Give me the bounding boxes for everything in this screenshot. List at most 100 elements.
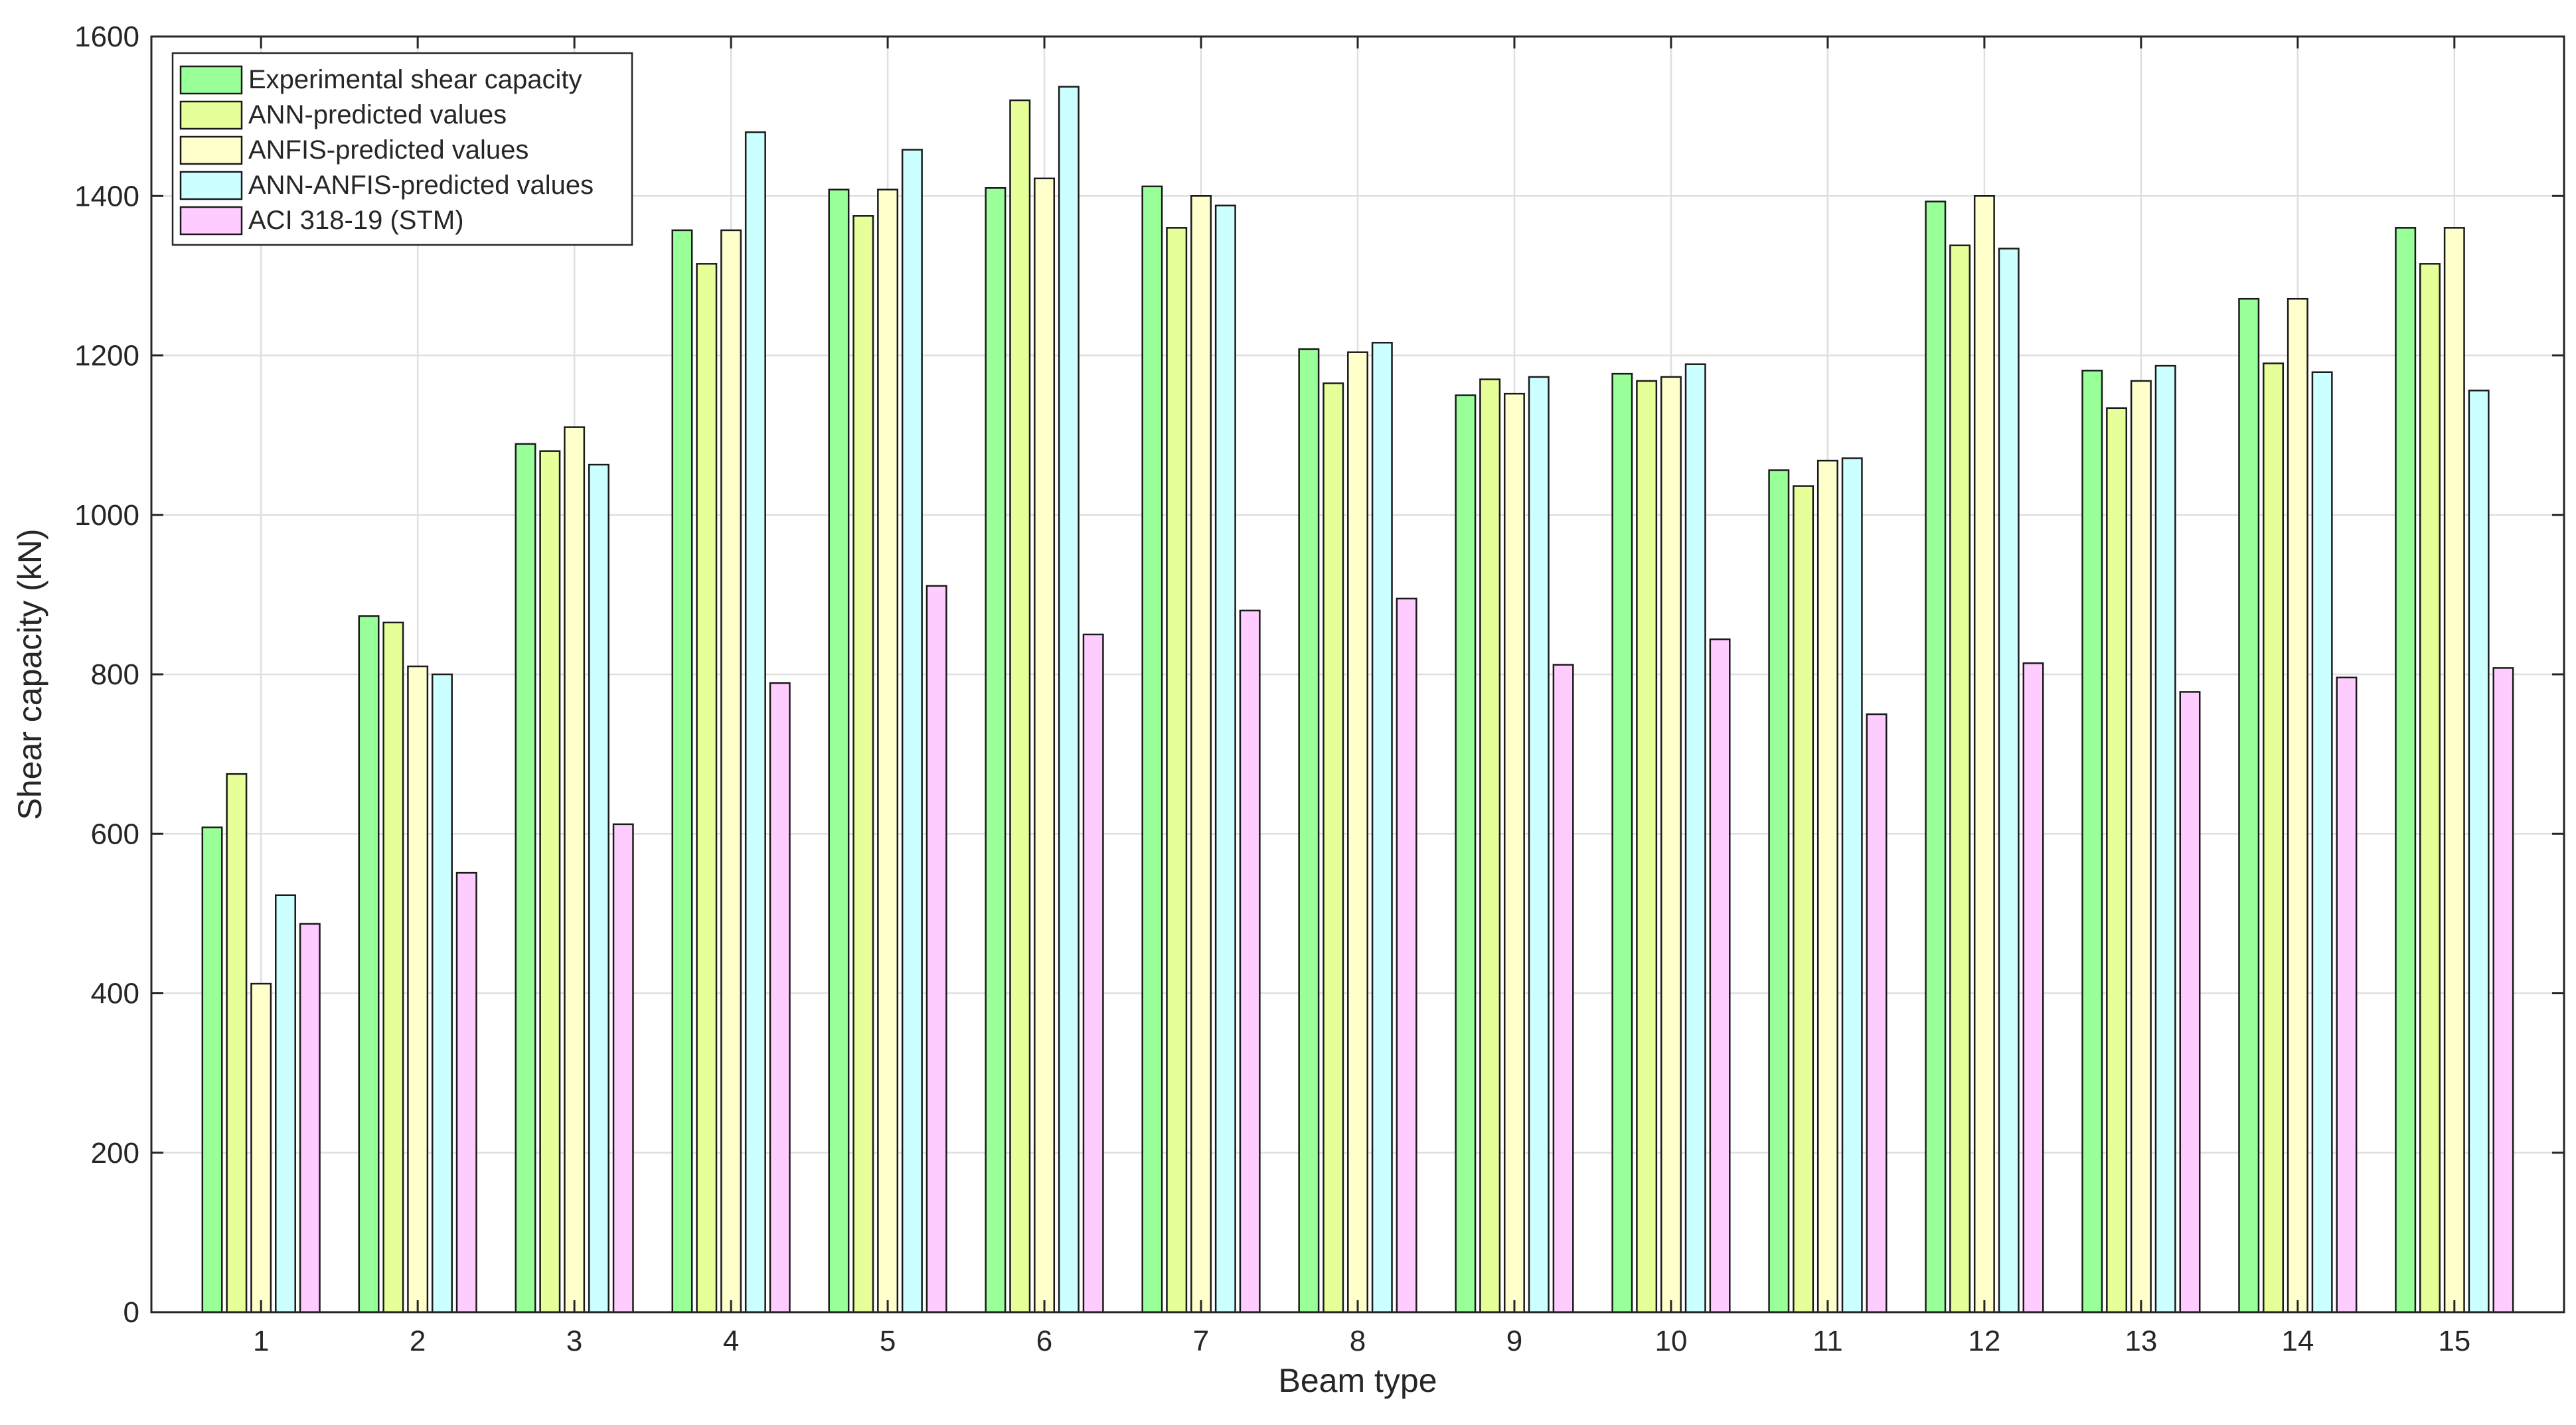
x-tick-label: 1: [253, 1325, 269, 1357]
series-3: [250, 177, 2465, 1313]
bar: [828, 188, 850, 1313]
bar: [2022, 662, 2044, 1313]
bar: [2154, 364, 2176, 1313]
legend-label: Experimental shear capacity: [248, 65, 582, 94]
bar: [1239, 609, 1261, 1313]
bar: [201, 826, 223, 1313]
y-tick-label: 600: [91, 818, 139, 850]
bar: [671, 229, 693, 1313]
bar: [1709, 638, 1731, 1313]
bar: [1611, 372, 1633, 1313]
series-1: [201, 185, 2417, 1313]
bar: [382, 621, 404, 1313]
bar: [2395, 227, 2417, 1313]
y-tick-label: 0: [123, 1296, 139, 1329]
bar: [1058, 86, 1080, 1313]
bar: [299, 923, 321, 1313]
x-tick-label: 4: [723, 1325, 739, 1357]
bar: [2336, 676, 2358, 1313]
bar: [1190, 195, 1212, 1313]
bar: [1866, 713, 1888, 1313]
legend-label: ANN-ANFIS-predicted values: [248, 171, 594, 200]
legend-entry: ACI 318-19 (STM): [179, 206, 464, 236]
x-tick-label: 2: [410, 1325, 426, 1357]
bar: [612, 823, 634, 1313]
legend-box: [171, 52, 633, 246]
bars: [201, 86, 2514, 1313]
bar: [455, 871, 477, 1313]
x-tick-label: 15: [2438, 1325, 2470, 1357]
bar: [539, 450, 561, 1313]
bar: [2081, 370, 2103, 1313]
legend-entry: Experimental shear capacity: [179, 65, 582, 95]
legend: Experimental shear capacity ANN-predicted…: [171, 52, 633, 246]
bar: [1455, 394, 1477, 1313]
bar: [588, 463, 609, 1313]
legend-label: ACI 318-19 (STM): [248, 206, 464, 235]
bar: [926, 585, 947, 1313]
x-tick-label: 10: [1654, 1325, 1687, 1357]
bar: [2263, 362, 2285, 1313]
bar: [2492, 667, 2514, 1313]
bar: [564, 426, 586, 1313]
bar: [1660, 376, 1682, 1313]
bar: [720, 229, 742, 1313]
bar: [1396, 597, 1417, 1313]
x-axis-title: Beam type: [1278, 1362, 1437, 1399]
bar: [226, 773, 248, 1313]
x-tick-label: 12: [1968, 1325, 2000, 1357]
legend-label: ANFIS-predicted values: [248, 135, 528, 165]
bar: [2287, 297, 2308, 1313]
x-tick-label: 8: [1350, 1325, 1366, 1357]
bar: [1684, 363, 1706, 1313]
x-tick-label: 14: [2281, 1325, 2314, 1357]
y-tick-label: 1200: [74, 340, 139, 372]
bar: [769, 682, 791, 1313]
bar: [1479, 378, 1501, 1313]
x-tick-label: 11: [1812, 1325, 1843, 1357]
legend-swatch: [179, 206, 243, 236]
y-tick-label: 800: [91, 658, 139, 691]
bar: [2443, 227, 2465, 1313]
bar: [744, 131, 766, 1313]
bar: [1347, 351, 1368, 1313]
bar: [985, 187, 1006, 1313]
bar: [1082, 633, 1104, 1313]
bar: [358, 615, 380, 1313]
bar: [2419, 263, 2441, 1313]
bar: [1925, 200, 1947, 1313]
bar: [1793, 485, 1814, 1313]
legend-swatch: [179, 135, 243, 165]
bar: [515, 443, 536, 1313]
series-2: [226, 99, 2441, 1313]
x-tick-label: 5: [880, 1325, 896, 1357]
bar: [1528, 376, 1550, 1313]
series-5: [299, 585, 2514, 1313]
legend-swatch: [179, 171, 243, 200]
bar: [431, 673, 453, 1313]
x-tick-label: 3: [566, 1325, 582, 1357]
bar: [696, 263, 718, 1313]
bar: [1298, 348, 1320, 1313]
bar: [877, 188, 899, 1313]
bar: [1973, 195, 1995, 1313]
bar: [1998, 248, 2020, 1313]
y-tick-label: 400: [91, 978, 139, 1010]
bar: [2468, 390, 2490, 1313]
bar: [1552, 664, 1574, 1313]
bar: [2130, 380, 2152, 1313]
x-tick-label: 6: [1036, 1325, 1052, 1357]
bar: [2106, 407, 2128, 1313]
legend-entry: ANN-predicted values: [179, 100, 507, 130]
bar: [1371, 342, 1393, 1313]
x-tick-label: 13: [2125, 1325, 2157, 1357]
y-tick-label: 1400: [74, 180, 139, 212]
y-tick-label: 1000: [74, 499, 139, 532]
legend-swatch: [179, 100, 243, 130]
legend-swatch: [179, 65, 243, 95]
bar: [2238, 297, 2260, 1313]
bar: [1816, 459, 1838, 1313]
